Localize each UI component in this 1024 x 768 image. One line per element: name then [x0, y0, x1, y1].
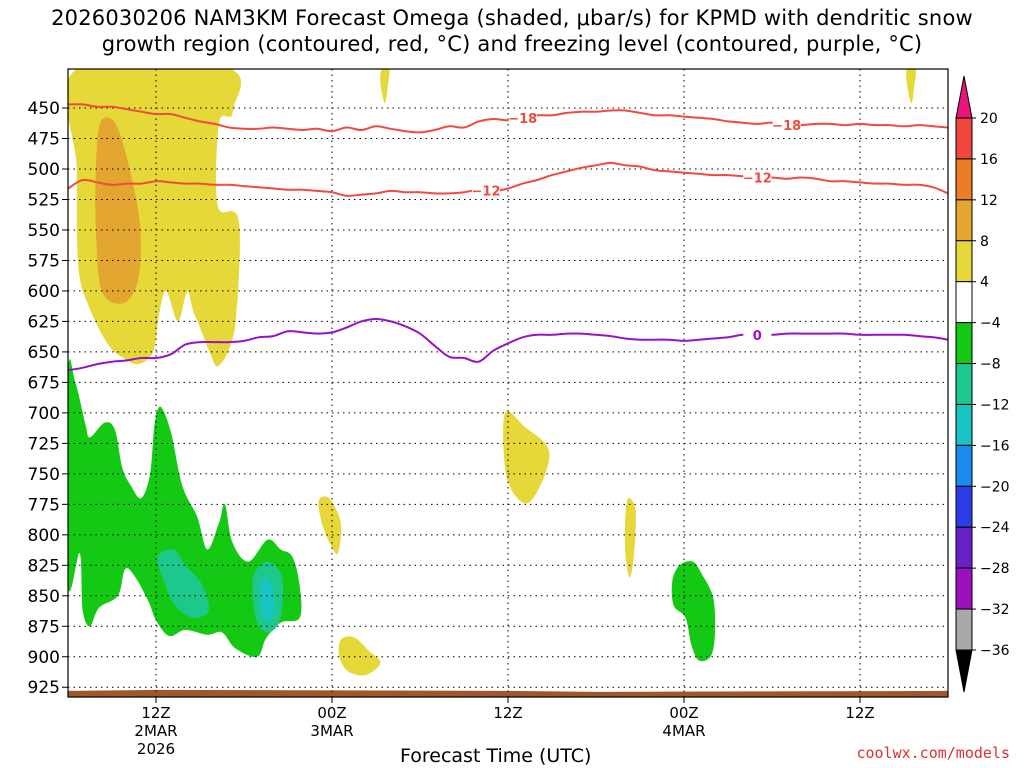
y-tick-label-600: 600: [28, 282, 60, 302]
axes: 450 475 500 525 550 575 600 625 650 675 700 725 750 7…: [28, 68, 949, 758]
contour-minus12-label-1: −12: [743, 172, 772, 187]
y-tick-label-775: 775: [28, 495, 60, 515]
x-tick-label-6-0: 12Z: [141, 704, 170, 722]
shaded-region-yellow-low-2: [338, 636, 381, 676]
y-tick-label-750: 750: [28, 465, 60, 485]
x-axis-label: Forecast Time (UTC): [400, 745, 592, 767]
shaded-region-yellow-blip-top-mid: [380, 69, 390, 104]
colorbar-bin-7: [955, 363, 973, 405]
colorbar-arrow-top: [955, 75, 973, 119]
shaded-region-green-main: [68, 359, 302, 658]
contour-minus18-label-1: −18: [772, 119, 801, 134]
chart-title-line2: growth region (contoured, red, °C) and f…: [101, 32, 923, 56]
contour-minus12-label-0: −12: [472, 184, 501, 199]
ground-band: [68, 689, 948, 697]
colorbar-label-12: −32: [980, 602, 1010, 618]
omega-shaded-regions: [68, 69, 917, 676]
contour-minus12-label-bg-1: [743, 169, 772, 185]
contour-minus12-line: [68, 161, 948, 197]
colorbar-label-7: −12: [980, 397, 1010, 413]
y-tick-label-900: 900: [28, 648, 60, 668]
contour-minus18-line: [68, 103, 948, 134]
colorbar-bin-13: [955, 608, 973, 651]
colorbar-label-6: −8: [980, 357, 1001, 373]
colorbar-label-5: −4: [980, 316, 1001, 332]
x-tick-label-6-1: 2MAR: [134, 722, 177, 740]
colorbar-label-10: −24: [980, 520, 1010, 536]
y-tick-label-725: 725: [28, 434, 60, 454]
shaded-region-teal-core-1: [157, 549, 210, 618]
colorbar-bin-11: [955, 526, 973, 569]
colorbar-label-3: 8: [980, 234, 989, 250]
contour-minus18-label-bg-1: [772, 117, 801, 133]
y-tick-label-850: 850: [28, 587, 60, 607]
y-tick-label-450: 450: [28, 99, 60, 119]
colorbar-label-0: 20: [980, 111, 998, 127]
contour-minus18-label-bg-0: [508, 109, 537, 125]
y-tick-label-475: 475: [28, 130, 60, 150]
shaded-region-yellow-low-1: [318, 496, 342, 555]
y-tick-label-925: 925: [28, 678, 60, 698]
y-tick-label-500: 500: [28, 160, 60, 180]
colorbar: 20 16 12 8 4 −4 −8 −12 −16 −20 −24 −28 −32 −36: [955, 75, 1010, 693]
y-tick-label-800: 800: [28, 526, 60, 546]
y-tick-label-525: 525: [28, 190, 60, 210]
colorbar-label-2: 12: [980, 193, 998, 209]
y-tick-label-700: 700: [28, 404, 60, 424]
x-tick-label-42-0: 00Z: [669, 704, 698, 722]
colorbar-label-9: −20: [980, 479, 1010, 495]
freezing-level-label-0: 0: [753, 329, 762, 344]
x-tick-label-30-0: 12Z: [493, 704, 522, 722]
y-tick-label-650: 650: [28, 343, 60, 363]
colorbar-label-1: 16: [980, 152, 998, 168]
colorbar-bin-12: [955, 567, 973, 610]
y-tick-label-575: 575: [28, 251, 60, 271]
x-tick-label-18-0: 00Z: [317, 704, 346, 722]
y-tick-label-675: 675: [28, 373, 60, 393]
colorbar-bin-8: [955, 403, 973, 446]
shaded-region-cyan-core-2: [259, 577, 275, 623]
contour-minus12-label-bg-0: [472, 182, 500, 198]
shaded-region-upper-orange-core: [95, 117, 141, 304]
colorbar-arrow-bottom: [955, 649, 973, 693]
colorbar-label-8: −16: [980, 438, 1010, 454]
shaded-region-yellow-mid-1: [503, 411, 550, 504]
freezing-level-label-bg-0: [743, 326, 772, 342]
colorbar-bin-5: [955, 281, 973, 324]
contour-lines: −18 −18 −12 −12 0: [68, 103, 948, 372]
colorbar-label-13: −36: [980, 643, 1010, 659]
colorbar-bin-4: [955, 240, 973, 283]
x-tick-label-42-1: 4MAR: [662, 722, 705, 740]
contour-minus18-label-0: −18: [508, 112, 537, 127]
colorbar-bin-3: [955, 199, 973, 242]
y-tick-label-550: 550: [28, 221, 60, 241]
y-tick-label-825: 825: [28, 556, 60, 576]
shaded-region-yellow-mid-2: [624, 498, 636, 578]
shaded-region-green-right-blob: [671, 561, 716, 662]
x-tick-label-6-2: 2026: [137, 740, 175, 758]
shaded-region-upper-yellow-right: [174, 69, 240, 367]
x-tick-label-18-1: 3MAR: [310, 722, 353, 740]
colorbar-label-11: −28: [980, 561, 1010, 577]
grid-lines: [68, 69, 948, 697]
colorbar-bin-10: [955, 485, 973, 528]
colorbar-bin-9: [955, 444, 973, 487]
colorbar-bin-2: [955, 158, 973, 201]
freezing-level-line: [68, 318, 948, 372]
x-tick-label-54-0: 12Z: [845, 704, 874, 722]
colorbar-bin-6: [955, 322, 973, 365]
ground-band-fill: [68, 689, 948, 697]
y-tick-label-875: 875: [28, 617, 60, 637]
colorbar-label-4: 4: [980, 275, 989, 291]
y-tick-label-625: 625: [28, 312, 60, 332]
credit-label: coolwx.com/models: [856, 744, 1010, 762]
shaded-region-yellow-blip-top-right: [906, 69, 917, 104]
chart-title-line1: 2026030206 NAM3KM Forecast Omega (shaded…: [51, 6, 973, 30]
colorbar-bin-1: [955, 117, 973, 160]
